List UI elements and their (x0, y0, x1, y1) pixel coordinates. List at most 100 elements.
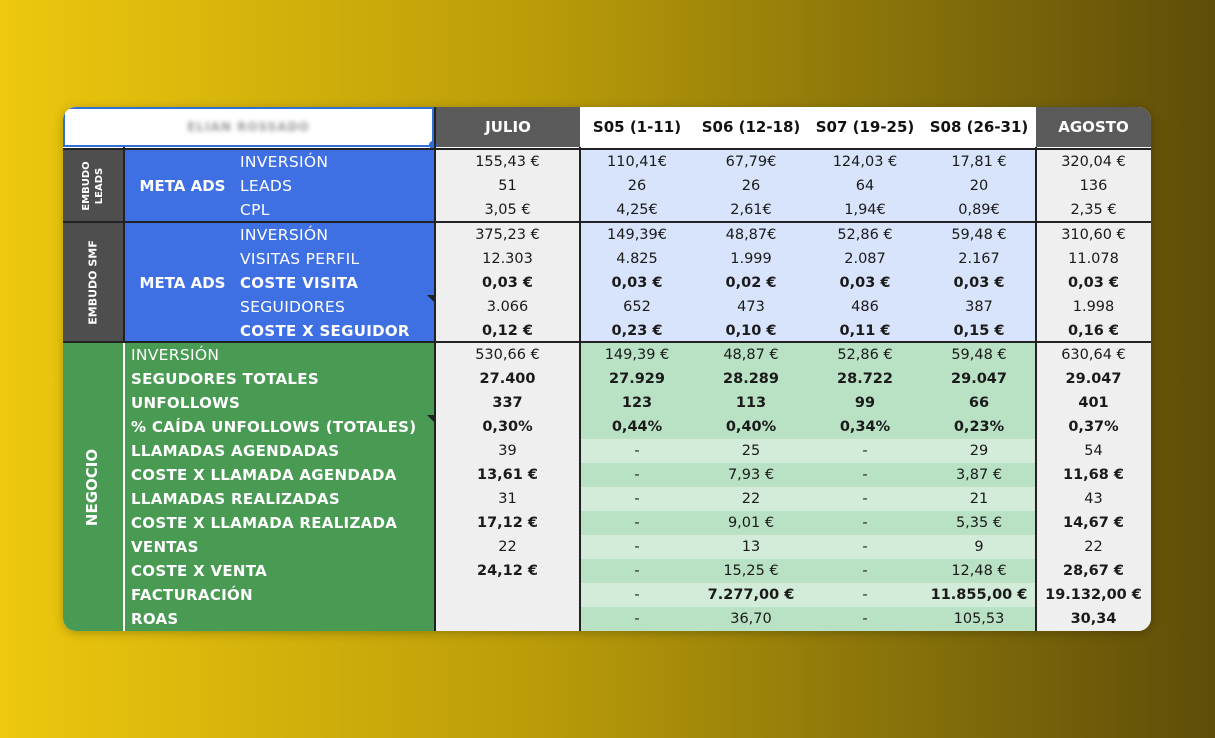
table-cell[interactable]: 13 (694, 535, 808, 559)
table-cell[interactable]: 123 (580, 391, 694, 415)
row-label[interactable]: INVERSIÓN (131, 346, 220, 364)
table-cell[interactable]: - (808, 535, 922, 559)
table-cell[interactable]: 25 (694, 439, 808, 463)
table-cell[interactable]: 11,68 € (1036, 463, 1151, 487)
table-cell[interactable]: 0,03 € (1036, 271, 1151, 295)
table-cell[interactable]: 0,44% (580, 415, 694, 439)
table-cell[interactable]: 110,41€ (580, 150, 694, 174)
table-cell[interactable]: 401 (1036, 391, 1151, 415)
table-cell[interactable]: - (580, 535, 694, 559)
table-cell[interactable]: 31 (436, 487, 579, 511)
row-label[interactable]: UNFOLLOWS (131, 394, 241, 412)
row-label[interactable]: COSTE X LLAMADA AGENDADA (131, 466, 397, 484)
row-label[interactable]: LLAMADAS REALIZADAS (131, 490, 340, 508)
table-cell[interactable]: 136 (1036, 174, 1151, 198)
table-cell[interactable]: 27.929 (580, 367, 694, 391)
table-cell[interactable]: 52,86 € (808, 343, 922, 367)
table-cell[interactable]: 43 (1036, 487, 1151, 511)
row-label[interactable]: LEADS (240, 177, 293, 195)
table-cell[interactable]: 27.400 (436, 367, 579, 391)
col-header-s05[interactable]: S05 (1-11) (580, 107, 694, 147)
table-cell[interactable]: 0,11 € (808, 319, 922, 343)
row-label[interactable]: COSTE X VENTA (131, 562, 268, 580)
table-cell[interactable]: - (808, 583, 922, 607)
col-header-julio[interactable]: JULIO (436, 107, 580, 147)
table-cell[interactable]: 0,23% (922, 415, 1036, 439)
table-cell[interactable]: 0,03 € (808, 271, 922, 295)
table-cell[interactable]: 29.047 (1036, 367, 1151, 391)
table-cell[interactable]: 0,15 € (922, 319, 1036, 343)
table-cell[interactable]: 14,67 € (1036, 511, 1151, 535)
row-label[interactable]: % CAÍDA UNFOLLOWS (TOTALES) (131, 418, 417, 436)
table-cell[interactable]: 0,34% (808, 415, 922, 439)
table-cell[interactable]: 29.047 (922, 367, 1036, 391)
table-cell[interactable]: 0,03 € (922, 271, 1036, 295)
col-header-agosto[interactable]: AGOSTO (1036, 107, 1151, 147)
table-cell[interactable]: - (808, 511, 922, 535)
table-cell[interactable]: 2,61€ (694, 198, 808, 222)
table-cell[interactable]: 337 (436, 391, 579, 415)
table-cell[interactable] (436, 607, 579, 631)
table-cell[interactable] (808, 439, 922, 463)
table-cell[interactable]: 0,12 € (436, 319, 579, 343)
col-header-s06[interactable]: S06 (12-18) (694, 107, 808, 147)
table-cell[interactable]: 28.722 (808, 367, 922, 391)
table-cell[interactable]: 22 (436, 535, 579, 559)
table-cell[interactable]: 19.132,00 € (1036, 583, 1151, 607)
table-cell[interactable]: - (808, 463, 922, 487)
row-label[interactable]: SEGUDORES TOTALES (131, 370, 319, 388)
table-cell[interactable]: 66 (922, 391, 1036, 415)
table-cell[interactable] (580, 439, 694, 463)
table-cell[interactable]: - (808, 487, 922, 511)
table-cell[interactable]: 375,23 € (436, 223, 579, 247)
table-cell[interactable]: 36,70 (694, 607, 808, 631)
table-cell[interactable]: 149,39€ (580, 223, 694, 247)
table-cell[interactable]: 28,67 € (1036, 559, 1151, 583)
table-cell[interactable]: 48,87€ (694, 223, 808, 247)
report-title-cell[interactable]: ELIAN ROSSADO (63, 107, 434, 147)
table-cell[interactable]: - (580, 583, 694, 607)
table-cell[interactable]: - (862, 443, 868, 459)
table-cell[interactable]: 59,48 € (922, 223, 1036, 247)
table-cell[interactable]: 1.998 (1036, 295, 1151, 319)
col-header-s07[interactable]: S07 (19-25) (808, 107, 922, 147)
table-cell[interactable]: 2,35 € (1036, 198, 1151, 222)
table-cell[interactable]: 105,53 (922, 607, 1036, 631)
row-label[interactable]: VENTAS (131, 538, 199, 556)
table-cell[interactable]: 64 (808, 174, 922, 198)
table-cell[interactable]: - (580, 487, 694, 511)
table-cell[interactable]: 67,79€ (694, 150, 808, 174)
table-cell[interactable]: - (580, 559, 694, 583)
row-label[interactable]: LLAMADAS AGENDADAS (131, 442, 340, 460)
table-cell[interactable]: 113 (694, 391, 808, 415)
table-cell[interactable]: 320,04 € (1036, 150, 1151, 174)
table-cell[interactable]: 11.078 (1036, 247, 1151, 271)
table-cell[interactable]: 30,34 (1036, 607, 1151, 631)
row-label[interactable]: COSTE X SEGUIDOR (240, 322, 410, 340)
table-cell[interactable]: 149,39 € (580, 343, 694, 367)
table-cell[interactable]: 26 (580, 174, 694, 198)
row-label[interactable]: INVERSIÓN (240, 226, 329, 244)
table-cell[interactable]: 22 (694, 487, 808, 511)
table-cell[interactable]: 0,02 € (694, 271, 808, 295)
table-cell[interactable]: 387 (922, 295, 1036, 319)
selection-handle[interactable] (429, 141, 437, 149)
table-cell[interactable]: 0,30% (436, 415, 579, 439)
row-label[interactable]: ROAS (131, 610, 179, 628)
table-cell[interactable]: 3.066 (436, 295, 579, 319)
table-cell[interactable]: 473 (694, 295, 808, 319)
table-cell[interactable]: 3,05 € (436, 198, 579, 222)
table-cell[interactable]: 24,12 € (436, 559, 579, 583)
table-cell[interactable]: 26 (694, 174, 808, 198)
table-cell[interactable]: 0,23 € (580, 319, 694, 343)
table-cell[interactable]: 52,86 € (808, 223, 922, 247)
table-cell[interactable]: - (580, 463, 694, 487)
table-cell[interactable]: 29 (922, 439, 1036, 463)
table-cell[interactable]: 486 (808, 295, 922, 319)
table-cell[interactable]: 13,61 € (436, 463, 579, 487)
table-cell[interactable]: 48,87 € (694, 343, 808, 367)
table-cell[interactable]: - (580, 607, 694, 631)
table-cell[interactable]: - (808, 607, 922, 631)
table-cell[interactable]: 652 (580, 295, 694, 319)
table-cell[interactable]: 59,48 € (922, 343, 1036, 367)
